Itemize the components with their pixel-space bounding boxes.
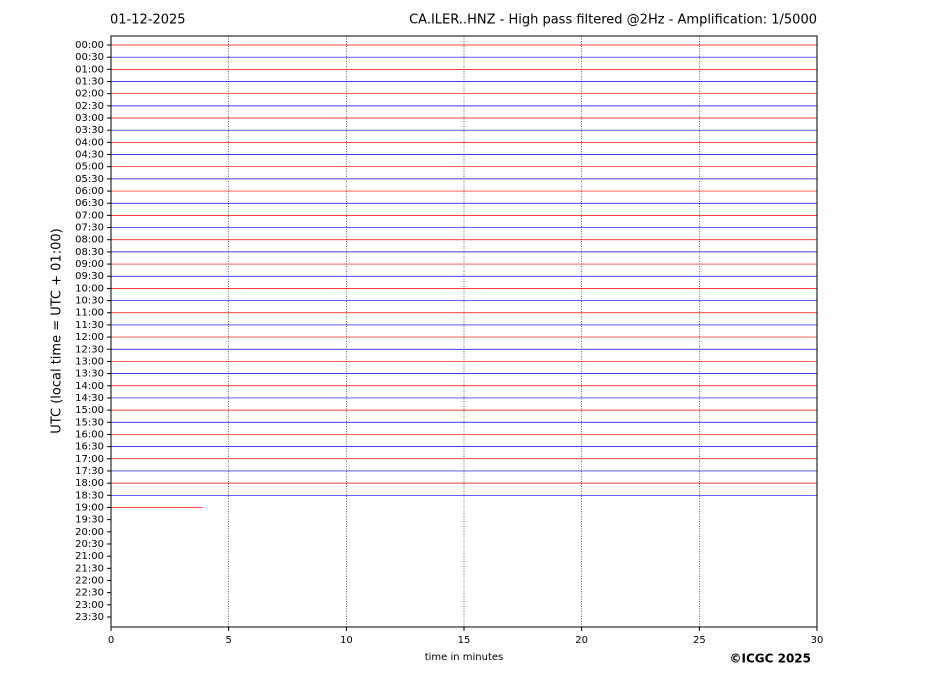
y-tick-label: 18:00 bbox=[75, 478, 104, 489]
y-tick-label: 16:30 bbox=[75, 442, 104, 453]
y-tick-label: 17:30 bbox=[75, 466, 104, 477]
y-tick-label: 01:30 bbox=[75, 77, 104, 88]
y-tick-label: 16:00 bbox=[75, 429, 104, 440]
y-tick-label: 17:00 bbox=[75, 454, 104, 465]
chart-date: 01-12-2025 bbox=[110, 13, 186, 28]
y-tick-label: 10:00 bbox=[75, 283, 104, 294]
y-tick-label: 03:30 bbox=[75, 125, 104, 136]
y-tick-label: 20:30 bbox=[75, 539, 104, 550]
y-axis-label: UTC (local time = UTC + 01:00) bbox=[50, 228, 65, 433]
y-tick-label: 14:00 bbox=[75, 381, 104, 392]
y-tick-label: 23:00 bbox=[75, 600, 104, 611]
y-tick-label: 02:30 bbox=[75, 101, 104, 112]
y-tick-label: 20:00 bbox=[75, 527, 104, 538]
plot-frame bbox=[110, 35, 818, 628]
x-tick-label: 10 bbox=[340, 635, 353, 646]
x-tick-label: 25 bbox=[693, 635, 706, 646]
y-tick-label: 21:30 bbox=[75, 563, 104, 574]
y-tick-label: 04:00 bbox=[75, 137, 104, 148]
y-tick-label: 22:00 bbox=[75, 575, 104, 586]
y-tick-label: 18:30 bbox=[75, 490, 104, 501]
y-tick-label: 13:30 bbox=[75, 369, 104, 380]
y-tick-label: 19:30 bbox=[75, 515, 104, 526]
y-tick-label: 08:00 bbox=[75, 235, 104, 246]
chart-title: CA.ILER..HNZ - High pass filtered @2Hz -… bbox=[409, 13, 817, 28]
y-tick-label: 11:00 bbox=[75, 308, 104, 319]
y-tick-label: 12:30 bbox=[75, 344, 104, 355]
y-tick-label: 15:30 bbox=[75, 417, 104, 428]
y-tick-label: 06:30 bbox=[75, 198, 104, 209]
y-tick-label: 11:30 bbox=[75, 320, 104, 331]
x-axis-label: time in minutes bbox=[425, 652, 504, 663]
y-tick-label: 08:30 bbox=[75, 247, 104, 258]
x-tick-label: 30 bbox=[811, 635, 824, 646]
y-tick-label: 09:00 bbox=[75, 259, 104, 270]
y-tick-label: 14:30 bbox=[75, 393, 104, 404]
y-tick-label: 02:00 bbox=[75, 89, 104, 100]
y-tick-label: 12:00 bbox=[75, 332, 104, 343]
x-tick-label: 20 bbox=[575, 635, 588, 646]
y-tick-label: 03:00 bbox=[75, 113, 104, 124]
x-tick-label: 5 bbox=[225, 635, 231, 646]
y-tick-label: 00:30 bbox=[75, 52, 104, 63]
y-tick-label: 05:00 bbox=[75, 162, 104, 173]
y-tick-label: 22:30 bbox=[75, 588, 104, 599]
y-tick-label: 13:00 bbox=[75, 356, 104, 367]
y-tick-label: 06:00 bbox=[75, 186, 104, 197]
y-tick-label: 10:30 bbox=[75, 296, 104, 307]
y-tick-label: 19:00 bbox=[75, 502, 104, 513]
y-tick-label: 04:30 bbox=[75, 150, 104, 161]
y-tick-label: 15:00 bbox=[75, 405, 104, 416]
y-tick-label: 01:00 bbox=[75, 64, 104, 75]
credit: ©ICGC 2025 bbox=[729, 652, 811, 666]
y-tick-label: 07:30 bbox=[75, 223, 104, 234]
x-tick-label: 15 bbox=[458, 635, 471, 646]
y-tick-label: 09:30 bbox=[75, 271, 104, 282]
y-tick-label: 05:30 bbox=[75, 174, 104, 185]
x-tick-label: 0 bbox=[108, 635, 114, 646]
y-tick-label: 23:30 bbox=[75, 612, 104, 623]
y-tick-label: 21:00 bbox=[75, 551, 104, 562]
y-tick-label: 00:00 bbox=[75, 40, 104, 51]
y-tick-label: 07:00 bbox=[75, 210, 104, 221]
